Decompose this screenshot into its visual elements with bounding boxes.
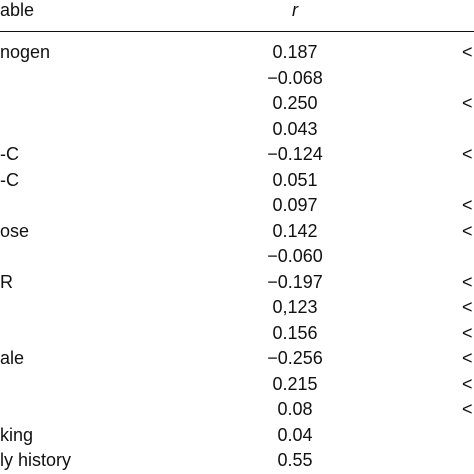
cell-variable: king	[0, 424, 34, 445]
table-header: able r	[0, 0, 474, 26]
cell-p-value: <	[462, 93, 473, 113]
table-row: -C 0.051	[0, 168, 474, 194]
cell-p-value: <	[462, 348, 473, 368]
column-header-variable: able	[0, 0, 35, 20]
table-row: ly history 0.55	[0, 448, 474, 474]
table-row: ale −0.256 <	[0, 346, 474, 372]
cell-variable: R	[0, 271, 13, 292]
cell-variable: ale	[0, 348, 25, 368]
cell-r-value: −0.256	[267, 348, 323, 368]
cell-r-value: 0,123	[272, 297, 318, 317]
cell-r-value: −0.060	[267, 246, 323, 266]
cell-r-value: −0.197	[267, 271, 323, 292]
cell-r-value: −0.124	[267, 144, 323, 164]
cell-p-value: <	[462, 144, 473, 164]
table-row: 0.215 <	[0, 372, 474, 398]
cell-r-value: 0.043	[272, 118, 318, 139]
cell-variable: -C	[0, 169, 19, 190]
cell-r-value: −0.068	[267, 67, 323, 88]
cell-r-value: 0.04	[277, 424, 313, 445]
cell-r-value: 0.08	[277, 399, 313, 419]
table-row: 0.250 <	[0, 91, 474, 117]
cell-r-value: 0.215	[272, 373, 318, 394]
cell-p-value: <	[462, 399, 473, 419]
cell-variable: -C	[0, 144, 19, 164]
table-row: 0.043	[0, 117, 474, 143]
cell-r-value: 0.55	[277, 450, 313, 470]
cell-r-value: 0.142	[272, 220, 318, 241]
cell-variable: nogen	[0, 42, 51, 62]
cell-variable: ly history	[0, 450, 72, 470]
table-row: ose 0.142 <	[0, 219, 474, 245]
table-row: king 0.04	[0, 423, 474, 449]
cell-r-value: 0.187	[272, 42, 318, 62]
table-row: 0.156 <	[0, 321, 474, 347]
header-rule	[0, 31, 474, 32]
cell-p-value: <	[462, 297, 473, 317]
table-row: −0.060	[0, 244, 474, 270]
table-row: -C −0.124 <	[0, 142, 474, 168]
cell-p-value: <	[462, 42, 473, 62]
cell-r-value: 0.051	[272, 169, 318, 190]
cell-p-value: <	[462, 271, 473, 292]
table-row: nogen 0.187 <	[0, 40, 474, 66]
cell-p-value: <	[462, 195, 473, 215]
column-header-r: r	[292, 0, 298, 20]
cell-r-value: 0.156	[272, 322, 318, 343]
table-row: R −0.197 <	[0, 270, 474, 296]
cell-r-value: 0.250	[272, 93, 318, 113]
table-row: 0.097 <	[0, 193, 474, 219]
table-row: 0,123 <	[0, 295, 474, 321]
cell-p-value: <	[462, 373, 473, 394]
cell-p-value: <	[462, 220, 473, 241]
cell-variable: ose	[0, 220, 30, 241]
cell-p-value: <	[462, 322, 473, 343]
table-row: 0.08 <	[0, 397, 474, 423]
cell-r-value: 0.097	[272, 195, 318, 215]
table-row: −0.068	[0, 66, 474, 92]
